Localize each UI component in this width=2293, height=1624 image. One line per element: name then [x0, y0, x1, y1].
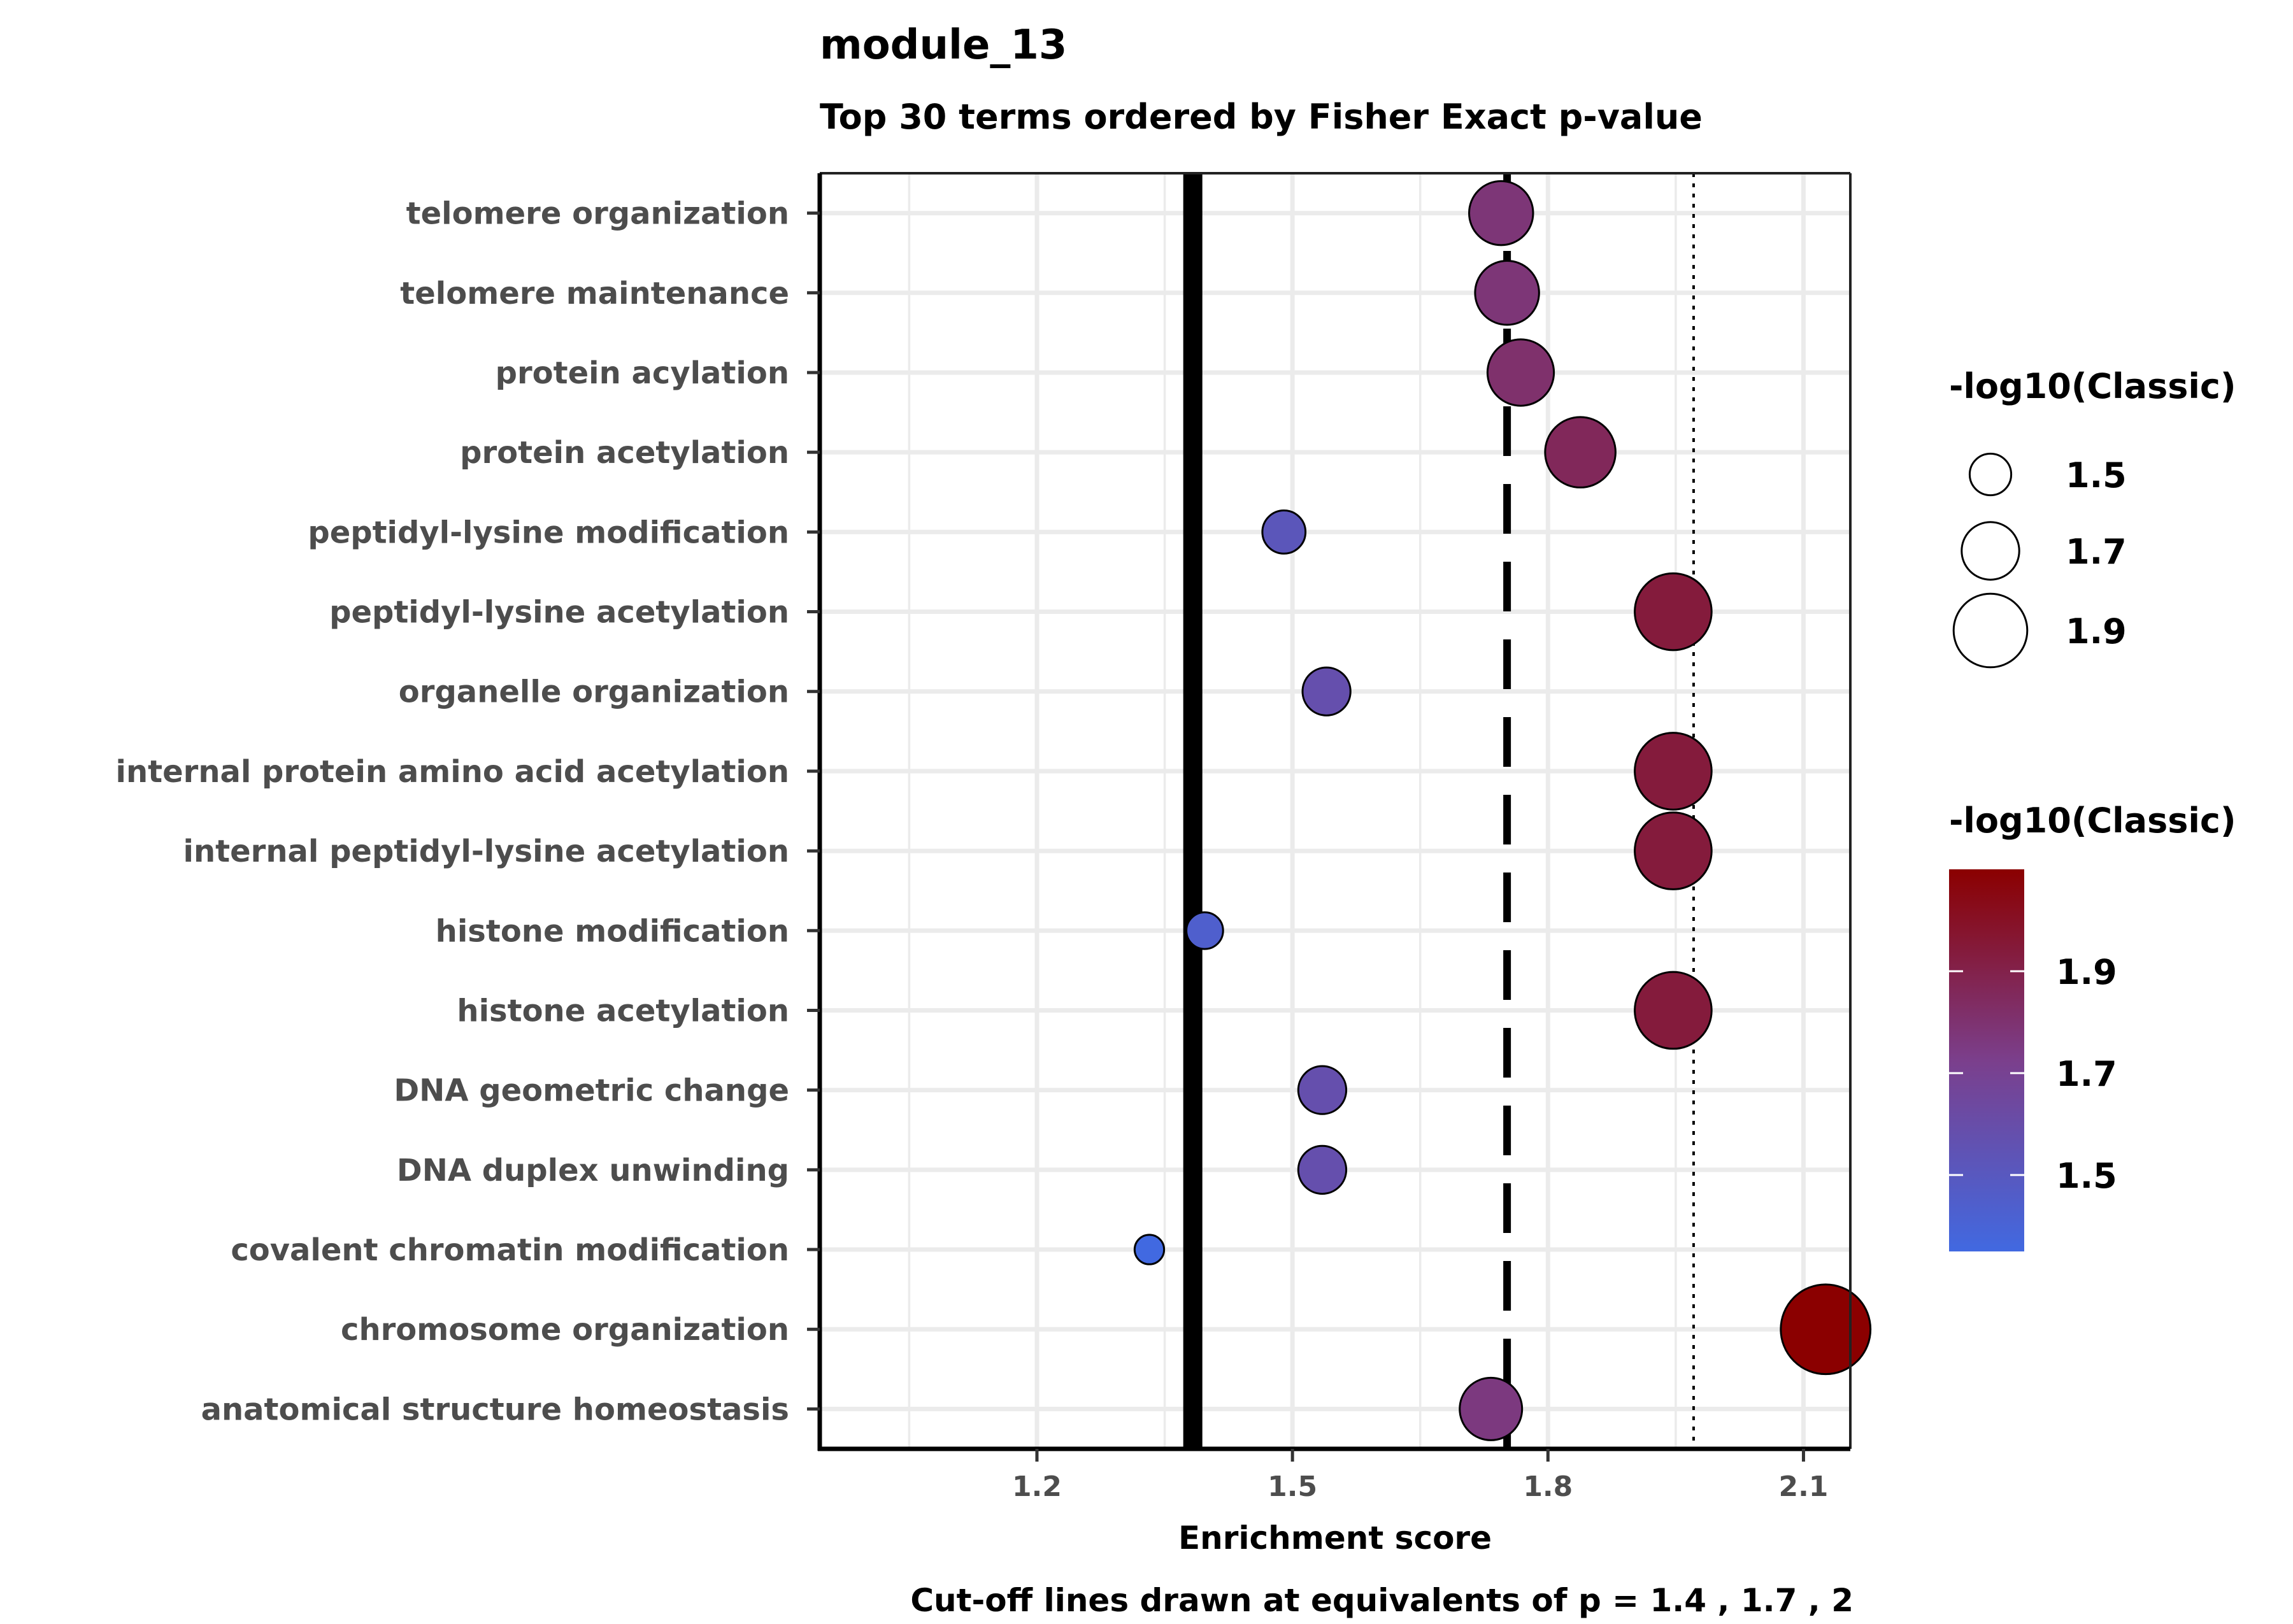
data-point [1261, 509, 1307, 555]
y-tick-label: covalent chromatin modification [231, 1232, 789, 1268]
size-legend-label: 1.7 [2066, 532, 2127, 572]
y-tick-label: DNA duplex unwinding [397, 1153, 789, 1188]
x-tick-label: 1.8 [1523, 1471, 1573, 1503]
x-axis-ticks: 1.2 1.5 1.8 2.1 [1012, 1449, 1828, 1503]
y-axis-labels: telomere organization telomere maintenanc… [116, 196, 820, 1427]
data-point [1297, 1065, 1348, 1115]
size-legend-key [1961, 521, 2020, 581]
size-legend-key [1952, 592, 2029, 669]
data-point [1468, 180, 1534, 246]
data-point [1185, 911, 1224, 950]
data-point [1634, 572, 1713, 652]
data-point [1133, 1234, 1166, 1265]
x-tick-label: 2.1 [1778, 1471, 1828, 1503]
size-legend-label: 1.9 [2066, 611, 2127, 652]
data-point [1634, 811, 1713, 890]
y-tick-label: telomere organization [406, 196, 789, 232]
data-point [1459, 1376, 1524, 1441]
y-tick-label: DNA geometric change [394, 1073, 789, 1109]
data-point [1486, 338, 1555, 407]
size-legend-title: -log10(Classic) [1949, 366, 2236, 406]
size-legend: -log10(Classic) 1.5 1.7 1.9 [1949, 366, 2236, 669]
chart-title: module_13 [820, 22, 1067, 69]
y-tick-label: peptidyl-lysine acetylation [329, 595, 789, 630]
y-tick-label: histone modification [436, 913, 789, 949]
chart-subtitle: Top 30 terms ordered by Fisher Exact p-v… [820, 97, 1703, 137]
data-point [1634, 732, 1713, 811]
size-legend-key [1968, 452, 2013, 497]
color-legend-label: 1.5 [2056, 1156, 2117, 1196]
y-tick-label: protein acylation [496, 355, 789, 391]
plot-panel [817, 172, 1872, 1451]
caption: Cut-off lines drawn at equivalents of p … [910, 1582, 1854, 1619]
x-axis-label: Enrichment score [1178, 1520, 1492, 1556]
data-point [1297, 1144, 1348, 1195]
data-point [1301, 666, 1352, 716]
y-tick-label: histone acetylation [457, 993, 789, 1029]
y-tick-label: internal protein amino acid acetylation [116, 754, 789, 790]
x-tick-label: 1.5 [1268, 1471, 1317, 1503]
y-tick-label: anatomical structure homeostasis [201, 1392, 789, 1427]
color-legend-title: -log10(Classic) [1949, 801, 2236, 841]
data-point [1544, 416, 1617, 488]
y-tick-label: telomere maintenance [400, 276, 789, 311]
y-tick-label: protein acetylation [460, 435, 789, 471]
data-point [1780, 1283, 1872, 1376]
y-tick-label: peptidyl-lysine modification [308, 515, 789, 550]
data-point [1634, 971, 1713, 1050]
y-tick-label: chromosome organization [341, 1312, 789, 1348]
color-legend: -log10(Classic) 1.5 1.7 1.9 [1949, 801, 2236, 1251]
color-legend-label: 1.7 [2056, 1054, 2117, 1094]
size-legend-label: 1.5 [2066, 455, 2127, 495]
color-legend-bar [1949, 869, 2024, 1251]
color-legend-label: 1.9 [2056, 952, 2117, 992]
x-tick-label: 1.2 [1012, 1471, 1062, 1503]
data-point [1474, 260, 1540, 326]
y-tick-label: internal peptidyl-lysine acetylation [183, 834, 789, 869]
panel-background [820, 173, 1850, 1449]
y-tick-label: organelle organization [399, 674, 789, 710]
